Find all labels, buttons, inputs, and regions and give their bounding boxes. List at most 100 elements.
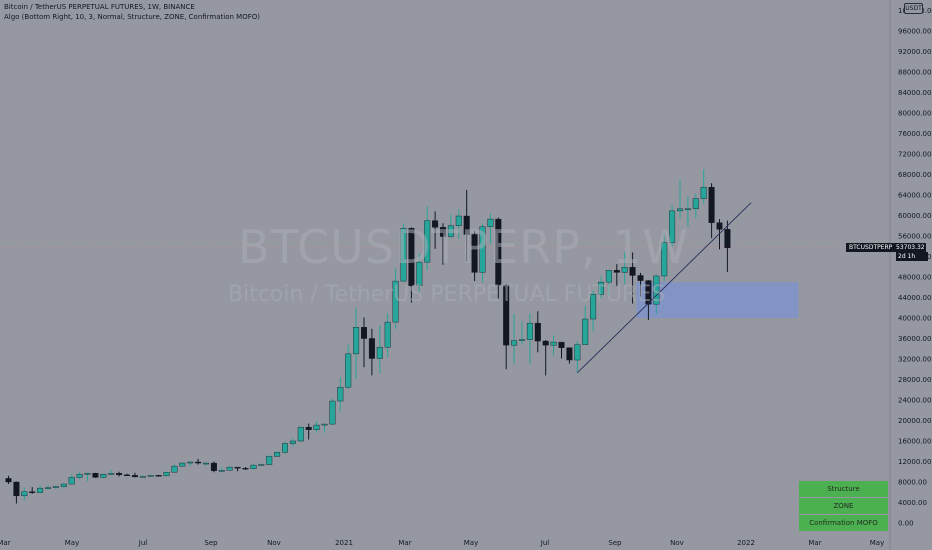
candle: [76, 471, 83, 480]
price-tick-label: 92000.00: [898, 48, 931, 56]
chart-title[interactable]: Bitcoin / TetherUS PERPETUAL FUTURES, 1W…: [4, 3, 195, 11]
trendline[interactable]: [576, 202, 752, 374]
candle: [534, 311, 541, 353]
candle-body: [471, 234, 478, 273]
candle: [637, 272, 644, 297]
candle: [605, 269, 612, 296]
candle: [52, 485, 59, 490]
candle: [210, 461, 217, 473]
candle-body: [116, 473, 123, 476]
candle: [590, 290, 597, 332]
candle-body: [479, 226, 486, 273]
candle: [574, 341, 581, 373]
candle-body: [202, 462, 209, 465]
candle: [392, 268, 399, 329]
candle-body: [526, 322, 533, 340]
candle-body: [613, 270, 620, 273]
candle: [692, 193, 699, 219]
time-tick-label: May: [464, 539, 478, 547]
candle-body: [684, 208, 691, 211]
indicator-legend[interactable]: Algo (Bottom Right, 10, 3, Normal, Struc…: [4, 13, 260, 21]
price-tick-label: 64000.00: [898, 192, 931, 200]
price-axis[interactable]: 100000.0096000.0092000.0088000.0084000.0…: [898, 7, 932, 528]
candle: [131, 472, 138, 478]
last-price-tag: BTCUSDTPERP 53703.32: [846, 243, 926, 252]
candle: [384, 313, 391, 358]
price-tick-label: 20000.00: [898, 417, 931, 425]
candle-body: [550, 341, 557, 346]
price-tick-label: 36000.00: [898, 335, 931, 343]
candle: [700, 169, 707, 204]
time-tick-label: 2021: [335, 539, 353, 547]
candle: [724, 220, 731, 272]
candles: [5, 169, 731, 504]
candle-body: [566, 347, 573, 361]
candle: [503, 284, 510, 370]
candle: [550, 335, 557, 356]
candle-body: [534, 322, 541, 342]
candle-body: [282, 443, 289, 453]
candle-body: [558, 341, 565, 348]
candle: [440, 223, 447, 265]
candle-body: [250, 464, 257, 469]
last-price-value: 53703.32: [896, 244, 925, 251]
candle: [37, 485, 44, 493]
candle: [337, 377, 344, 412]
candle-body: [511, 340, 518, 346]
candle: [289, 438, 296, 447]
price-tick-label: 80000.00: [898, 110, 931, 118]
candle: [84, 472, 91, 481]
candle: [479, 223, 486, 283]
candle-body: [84, 473, 91, 475]
candle: [297, 426, 304, 443]
candle-body: [416, 261, 423, 286]
candle: [629, 252, 636, 304]
candle-body: [629, 267, 636, 276]
time-tick-label: Mar: [808, 539, 821, 547]
candle: [432, 211, 439, 249]
bar-countdown: 2d 1h: [896, 252, 928, 261]
candle: [487, 213, 494, 244]
candle-body: [210, 462, 217, 471]
status-confirmation: Confirmation MOFO: [799, 515, 888, 531]
candle: [558, 341, 565, 359]
candle-body: [408, 228, 415, 286]
candle-body: [463, 215, 470, 235]
time-tick-label: 2022: [737, 539, 755, 547]
time-tick-label: Jul: [540, 539, 550, 547]
price-tick-label: 96000.00: [898, 28, 931, 36]
candle: [218, 467, 225, 473]
candle-body: [392, 280, 399, 323]
candle-body: [637, 275, 644, 281]
time-axis[interactable]: Mar May Jul Sep Nov 2021 Mar May Jul Sep Nov 2022 Ma…: [0, 539, 884, 547]
candle: [368, 328, 375, 376]
currency-badge[interactable]: USDT: [904, 3, 923, 14]
candle-body: [424, 220, 431, 263]
candle: [495, 217, 502, 299]
candle-body: [542, 340, 549, 346]
candle: [108, 470, 115, 476]
candle: [123, 473, 130, 477]
candle: [29, 487, 36, 494]
candle-body: [37, 487, 44, 493]
candle-body: [289, 440, 296, 444]
candle-body: [692, 198, 699, 210]
watermark-symbol: BTCUSDTPERP, 1W: [238, 220, 689, 274]
candle: [274, 451, 281, 457]
candle: [282, 441, 289, 454]
candle: [661, 233, 668, 282]
candle-body: [645, 280, 652, 305]
candle: [21, 487, 28, 501]
candle-body: [337, 386, 344, 402]
candle: [526, 313, 533, 365]
price-tick-label: 84000.00: [898, 89, 931, 97]
status-structure: Structure: [799, 481, 888, 497]
last-price-symbol: BTCUSDTPERP: [849, 244, 893, 251]
candle-body: [68, 477, 75, 485]
candle: [45, 485, 52, 490]
candle-body: [76, 474, 83, 478]
candle-body: [582, 318, 589, 345]
candle: [677, 179, 684, 219]
candle-body: [29, 491, 36, 493]
